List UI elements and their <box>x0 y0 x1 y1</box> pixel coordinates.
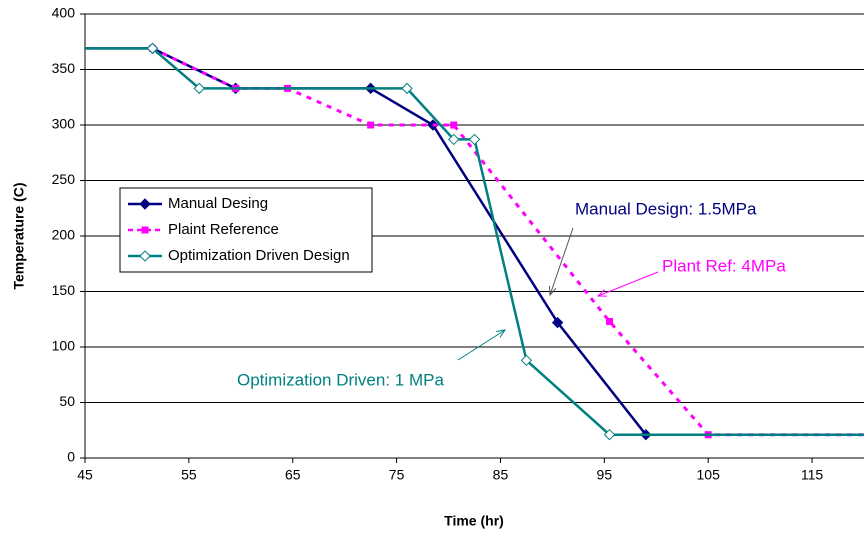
y-tick-label: 300 <box>52 116 76 132</box>
annotation-arrow <box>597 271 659 297</box>
x-tick-label: 115 <box>801 467 824 483</box>
annotation-arrow <box>457 329 506 361</box>
y-axis-title: Temperature (C) <box>11 182 27 289</box>
y-tick-label: 100 <box>52 338 76 354</box>
x-tick-label: 95 <box>597 467 613 483</box>
marker <box>139 198 151 210</box>
marker <box>450 121 458 129</box>
y-tick-label: 50 <box>59 393 75 409</box>
marker <box>551 316 564 329</box>
y-tick-label: 350 <box>52 60 76 76</box>
y-tick-label: 200 <box>52 227 76 243</box>
x-tick-label: 75 <box>389 467 405 483</box>
annotation-arrowhead <box>496 329 507 338</box>
marker <box>367 121 375 129</box>
y-tick-label: 0 <box>67 449 75 465</box>
marker <box>141 226 149 234</box>
marker <box>468 133 481 146</box>
annotation: Plant Ref: 4MPa <box>662 256 786 275</box>
x-tick-label: 65 <box>285 467 301 483</box>
marker <box>193 82 205 95</box>
marker <box>603 428 616 441</box>
y-tick-label: 400 <box>52 5 76 21</box>
annotation-arrowhead <box>548 285 557 297</box>
x-tick-label: 85 <box>493 467 509 483</box>
y-tick-label: 150 <box>52 282 76 298</box>
x-axis-title: Time (hr) <box>444 513 504 529</box>
y-tick-label: 250 <box>52 171 76 187</box>
marker <box>401 82 413 95</box>
marker <box>520 354 533 367</box>
annotation-arrow <box>549 227 574 296</box>
x-tick-label: 45 <box>77 467 93 483</box>
annotation: Manual Design: 1.5MPa <box>575 199 757 218</box>
marker <box>448 133 460 146</box>
legend-label: Optimization Driven Design <box>168 247 350 264</box>
x-tick-label: 55 <box>181 467 197 483</box>
legend-label: Manual Desing <box>168 195 268 212</box>
legend-label: Plaint Reference <box>168 221 279 238</box>
marker <box>139 250 151 262</box>
marker <box>146 42 159 55</box>
annotation: Optimization Driven: 1 MPa <box>237 370 444 389</box>
annotation-arrowhead <box>596 289 608 297</box>
legend-box <box>119 187 373 273</box>
marker <box>606 317 614 325</box>
x-tick-label: 105 <box>697 467 721 483</box>
